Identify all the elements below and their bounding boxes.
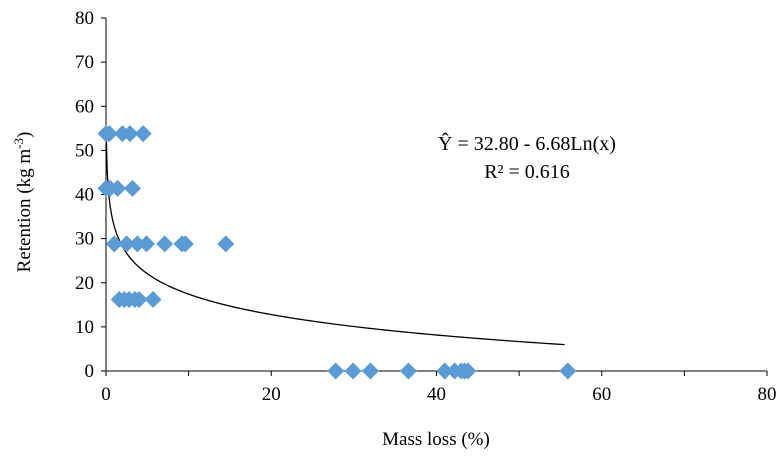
y-tick-label: 70 (75, 52, 94, 73)
data-point (137, 235, 155, 253)
x-tick-label: 40 (427, 384, 446, 405)
data-point (436, 362, 454, 380)
data-point (100, 125, 118, 143)
x-tick-label: 0 (101, 384, 111, 405)
y-tick-label: 80 (75, 8, 94, 29)
y-tick-label: 0 (85, 361, 95, 382)
x-tick-label: 60 (592, 384, 611, 405)
trendline-curve (105, 136, 565, 346)
x-axis-title: Mass loss (%) (382, 429, 490, 450)
data-point (105, 235, 123, 253)
y-axis-title-close: ) (14, 132, 35, 138)
y-ticks: 0 10 20 30 40 50 60 70 80 (75, 8, 106, 382)
data-points (97, 125, 577, 380)
y-tick-label: 30 (75, 229, 94, 250)
r-squared-label: R² = 0.616 (484, 161, 570, 183)
x-tick-label: 20 (262, 384, 281, 405)
trendline-equation: Ŷ = 32.80 - 6.68Ln(x) (438, 132, 616, 155)
x-tick-label: 80 (758, 384, 777, 405)
data-point (130, 291, 148, 309)
y-tick-label: 40 (75, 185, 94, 206)
data-point (128, 235, 146, 253)
data-point (109, 179, 127, 197)
y-axis-title-superscript: -3 (11, 138, 26, 149)
data-point (217, 235, 235, 253)
data-point (361, 362, 379, 380)
data-point (176, 235, 194, 253)
y-tick-label: 10 (75, 317, 94, 338)
data-point (134, 125, 152, 143)
data-point (118, 235, 136, 253)
data-point (344, 362, 362, 380)
data-point (459, 362, 477, 380)
y-axis-title: Retention (kg m-3) (11, 132, 35, 273)
data-point (156, 235, 174, 253)
data-point (121, 125, 139, 143)
y-tick-label: 50 (75, 140, 94, 161)
y-axis-title-main: Retention (kg m (14, 149, 35, 273)
x-ticks: 0 20 40 60 80 (101, 371, 777, 405)
data-point (144, 291, 162, 309)
data-point (123, 179, 141, 197)
data-point (327, 362, 345, 380)
y-tick-label: 20 (75, 273, 94, 294)
data-point (559, 362, 577, 380)
y-tick-label: 60 (75, 96, 94, 117)
axes: 0 10 20 30 40 50 60 70 80 0 20 40 60 80 (75, 8, 777, 405)
data-point (399, 362, 417, 380)
